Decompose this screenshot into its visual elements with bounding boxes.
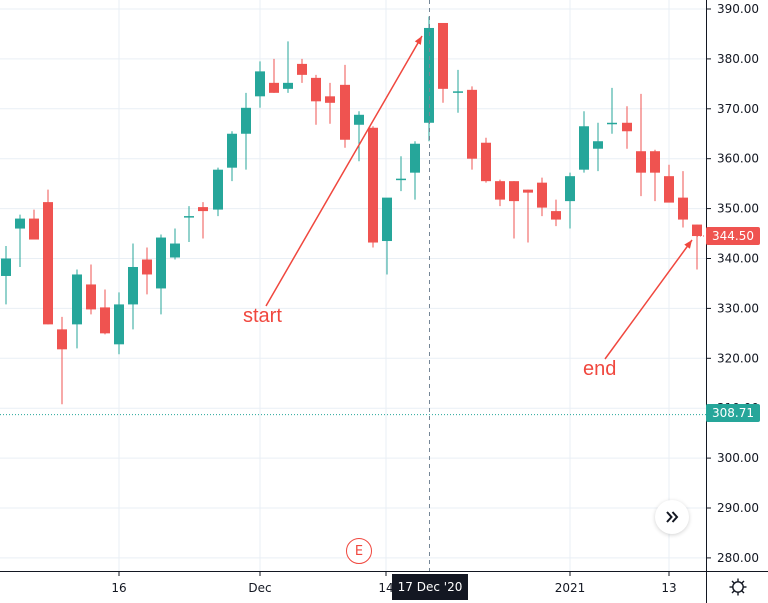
candles — [1, 16, 702, 405]
overlay — [0, 0, 706, 571]
end-annotation-label: end — [583, 358, 617, 380]
grid — [0, 0, 706, 571]
scroll-to-realtime-button[interactable] — [655, 500, 689, 534]
chart-settings-button[interactable] — [726, 575, 750, 599]
price-tick-label: 340.00 — [717, 252, 759, 266]
time-axis[interactable]: 16 Dec 14 2021 13 — [0, 571, 768, 595]
gear-icon — [729, 578, 747, 596]
price-tick-label: 370.00 — [717, 102, 759, 116]
price-tick-label: 290.00 — [717, 501, 759, 515]
last-price-tag: 344.50 — [706, 227, 760, 245]
horizontal-line-price-tag: 308.71 — [706, 404, 760, 422]
time-tick-label: 2021 — [555, 581, 586, 595]
time-tick-label: 14 — [378, 581, 393, 595]
price-tick-label: 350.00 — [717, 202, 759, 216]
price-tick-label: 330.00 — [717, 301, 759, 315]
time-tick-label: 13 — [661, 581, 676, 595]
price-tick-label: 380.00 — [717, 52, 759, 66]
price-axis[interactable]: 390.00 380.00 370.00 360.00 350.00 340.00 330.… — [706, 0, 759, 603]
time-tick-label: Dec — [248, 581, 271, 595]
price-tick-label: 360.00 — [717, 152, 759, 166]
price-tick-label: 300.00 — [717, 451, 759, 465]
crosshair-date-label: 17 Dec '20 — [392, 574, 468, 600]
price-tick-label: 320.00 — [717, 351, 759, 365]
double-chevron-right-icon — [666, 511, 679, 523]
price-tick-label: 390.00 — [717, 2, 759, 16]
time-tick-label: 16 — [111, 581, 126, 595]
earnings-event-marker[interactable]: E — [346, 538, 372, 564]
start-annotation-label: start — [243, 305, 282, 327]
price-tick-label: 280.00 — [717, 551, 759, 565]
